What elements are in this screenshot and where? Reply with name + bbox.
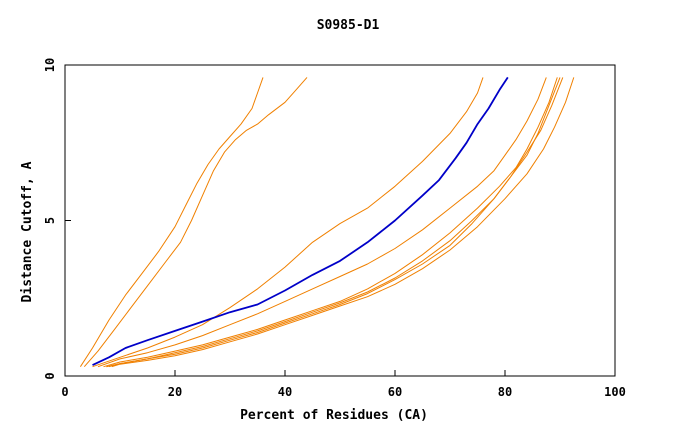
x-axis-label: Percent of Residues (CA) xyxy=(240,408,428,423)
x-tick-label: 0 xyxy=(61,385,68,399)
x-tick-label: 80 xyxy=(498,385,512,399)
y-tick-label: 0 xyxy=(43,372,57,379)
series-line xyxy=(92,77,484,368)
x-tick-label: 60 xyxy=(388,385,402,399)
series-line xyxy=(106,77,561,368)
plot-frame xyxy=(64,64,616,377)
y-axis-label: Distance Cutoff, A xyxy=(20,161,35,302)
series-line xyxy=(79,77,264,367)
axis-ticks: 0 20 40 60 80 100 0 5 10 xyxy=(43,58,626,399)
highlighted-series-line xyxy=(92,76,509,366)
y-tick-label: 5 xyxy=(43,217,57,224)
y-tick-label: 10 xyxy=(43,58,57,72)
series-line xyxy=(111,77,575,368)
series-line xyxy=(83,77,308,368)
series-line xyxy=(108,77,564,368)
x-tick-label: 100 xyxy=(604,385,626,399)
x-tick-label: 20 xyxy=(168,385,182,399)
series-lines xyxy=(79,76,575,368)
chart-title: S0985-D1 xyxy=(317,18,380,33)
x-tick-label: 40 xyxy=(278,385,292,399)
series-line xyxy=(103,77,558,368)
series-line xyxy=(97,77,547,368)
